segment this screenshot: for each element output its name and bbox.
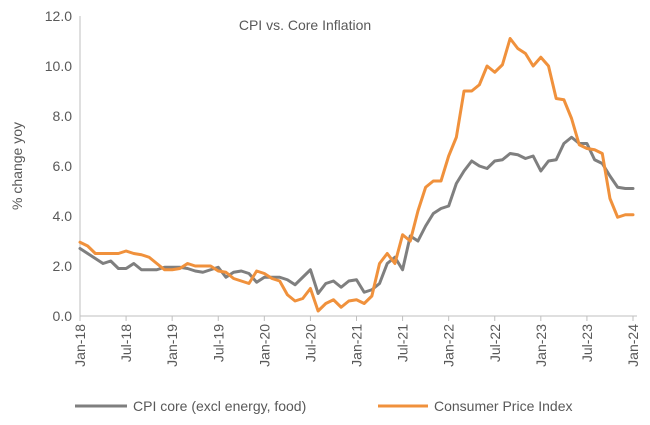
- x-tick-label: Jul-23: [579, 324, 595, 362]
- y-tick-label: 12.0: [45, 8, 72, 24]
- y-axis-tick-labels: 0.0 2.0 4.0 6.0 8.0 10.0 12.0: [45, 8, 72, 324]
- series-line-cpi: [78, 37, 635, 313]
- x-axis-ticks: [79, 316, 634, 321]
- x-tick-label: Jan-18: [72, 324, 88, 367]
- x-tick-label: Jan-23: [533, 324, 549, 367]
- legend-item: Consumer Price Index: [378, 398, 573, 414]
- x-tick-label: Jul-18: [118, 324, 134, 362]
- y-tick-label: 6.0: [53, 158, 73, 174]
- x-tick-label: Jul-21: [395, 324, 411, 362]
- x-tick-label: Jul-19: [210, 324, 226, 362]
- x-tick-label: Jan-21: [349, 324, 365, 367]
- y-tick-label: 10.0: [45, 58, 72, 74]
- x-tick-label: Jan-19: [164, 324, 180, 367]
- y-tick-label: 2.0: [53, 258, 73, 274]
- chart-title: CPI vs. Core Inflation: [239, 17, 371, 33]
- x-tick-label: Jan-20: [256, 324, 272, 367]
- x-tick-label: Jul-22: [487, 324, 503, 362]
- series-line-cpi-core: [78, 135, 635, 295]
- x-axis-tick-labels: Jan-18 Jul-18 Jan-19 Jul-19 Jan-20 Jul-20 Jan-…: [72, 324, 641, 367]
- series-lines: [78, 37, 635, 313]
- y-tick-label: 4.0: [53, 208, 73, 224]
- legend-item: CPI core (excl energy, food): [75, 398, 306, 414]
- legend: CPI core (excl energy, food) Consumer Pri…: [75, 398, 573, 414]
- y-tick-label: 0.0: [53, 308, 73, 324]
- x-tick-label: Jul-20: [302, 324, 318, 362]
- legend-label: CPI core (excl energy, food): [133, 398, 306, 414]
- x-tick-label: Jan-24: [625, 324, 641, 367]
- y-axis-title: % change yoy: [9, 122, 25, 210]
- y-tick-label: 8.0: [53, 108, 73, 124]
- legend-label: Consumer Price Index: [434, 398, 573, 414]
- x-tick-label: Jan-22: [441, 324, 457, 367]
